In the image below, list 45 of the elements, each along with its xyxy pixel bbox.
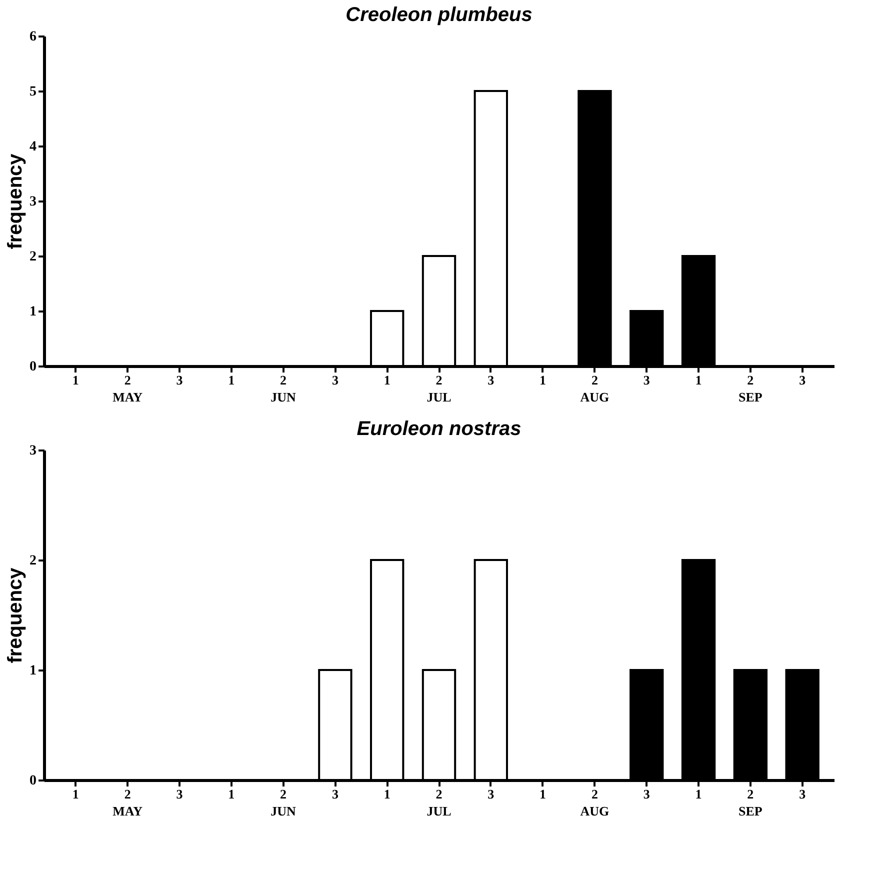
y-tick-label: 1 — [30, 304, 36, 320]
x-tick-label: 1 — [384, 372, 390, 388]
y-tick-label: 2 — [30, 250, 36, 264]
x-tick-label: 1 — [695, 372, 702, 388]
y-tick-label: 4 — [30, 140, 36, 154]
chart-title: Euroleon nostras — [356, 418, 522, 440]
x-tick-label: 3 — [332, 786, 339, 802]
y-axis-title: frequency — [4, 152, 26, 250]
x-tick-label: 1 — [540, 372, 546, 388]
y-tick-label: 0 — [30, 360, 36, 374]
x-tick-label: 1 — [228, 372, 235, 388]
x-tick-label: 1 — [384, 786, 390, 802]
x-tick-label: 3 — [332, 372, 339, 388]
y-tick-label: 2 — [30, 554, 36, 568]
x-tick-label: 2 AUG — [580, 786, 610, 818]
y-axis-title: frequency — [4, 566, 26, 664]
x-tick-label: 3 — [799, 372, 806, 388]
chart-title: Creoleon plumbeus — [346, 4, 532, 26]
y-tick-label: 3 — [30, 194, 36, 210]
x-tick-label: 3 — [176, 372, 184, 388]
x-tick-label: 2 SEP — [738, 372, 762, 404]
x-tick-label: 2 MAY — [112, 372, 144, 404]
x-tick-label: 2 JUL — [426, 372, 452, 404]
x-tick-label: 2 JUN — [270, 372, 297, 404]
x-tick-label: 3 — [488, 372, 495, 388]
y-tick-label: 3 — [30, 444, 36, 458]
x-tick-label: 2 AUG — [580, 372, 610, 404]
x-tick-label: 1 — [72, 372, 79, 388]
x-tick-label: 3 — [799, 786, 806, 802]
x-tick-label: 1 — [72, 786, 79, 802]
x-tick-label: 2 JUN — [270, 786, 297, 818]
x-tick-label: 3 — [643, 786, 650, 802]
x-tick-label: 1 — [695, 786, 702, 802]
y-tick-label: 1 — [30, 664, 36, 678]
x-tick-label: 1 — [228, 786, 235, 802]
x-tick-label: 2 MAY — [112, 786, 144, 818]
y-tick-label: 5 — [30, 84, 36, 100]
x-tick-label: 1 — [540, 786, 546, 802]
x-tick-label: 3 — [643, 372, 650, 388]
x-tick-label: 2 SEP — [738, 786, 762, 818]
x-tick-label: 3 — [176, 786, 184, 802]
x-tick-label: 3 — [488, 786, 495, 802]
x-tick-label: 2 JUL — [426, 786, 452, 818]
y-tick-label: 6 — [30, 30, 36, 44]
y-tick-label: 0 — [30, 774, 36, 788]
